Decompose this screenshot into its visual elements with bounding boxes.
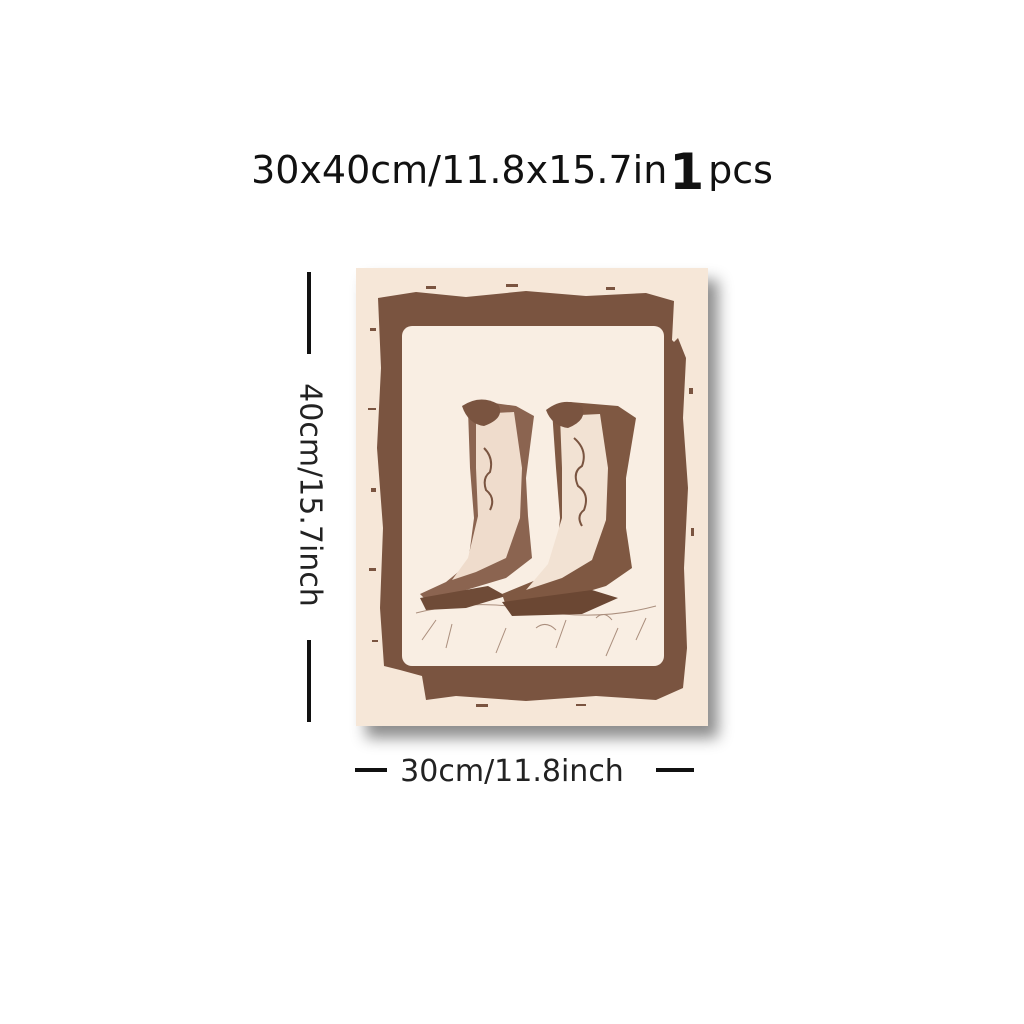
- width-dimension-label: 30cm/11.8inch: [400, 754, 624, 789]
- cowboy-boots-illustration: [368, 284, 694, 707]
- right-boot: [502, 401, 636, 616]
- left-boot: [420, 399, 534, 610]
- width-dimension-line-left: [355, 768, 387, 772]
- size-headline: 30x40cm/11.8x15.7in1 pcs: [0, 136, 1024, 201]
- quantity-unit: pcs: [708, 148, 773, 192]
- width-dimension-line-right: [656, 768, 694, 772]
- height-dimension-line-bottom: [307, 640, 311, 722]
- size-text: 30x40cm/11.8x15.7in: [251, 148, 668, 192]
- height-dimension-line-top: [307, 272, 311, 354]
- poster-artwork: [356, 268, 708, 726]
- height-dimension-label: 40cm/15.7inch: [292, 383, 328, 607]
- frame-speckles: [368, 284, 694, 707]
- quantity-number: 1: [669, 143, 705, 201]
